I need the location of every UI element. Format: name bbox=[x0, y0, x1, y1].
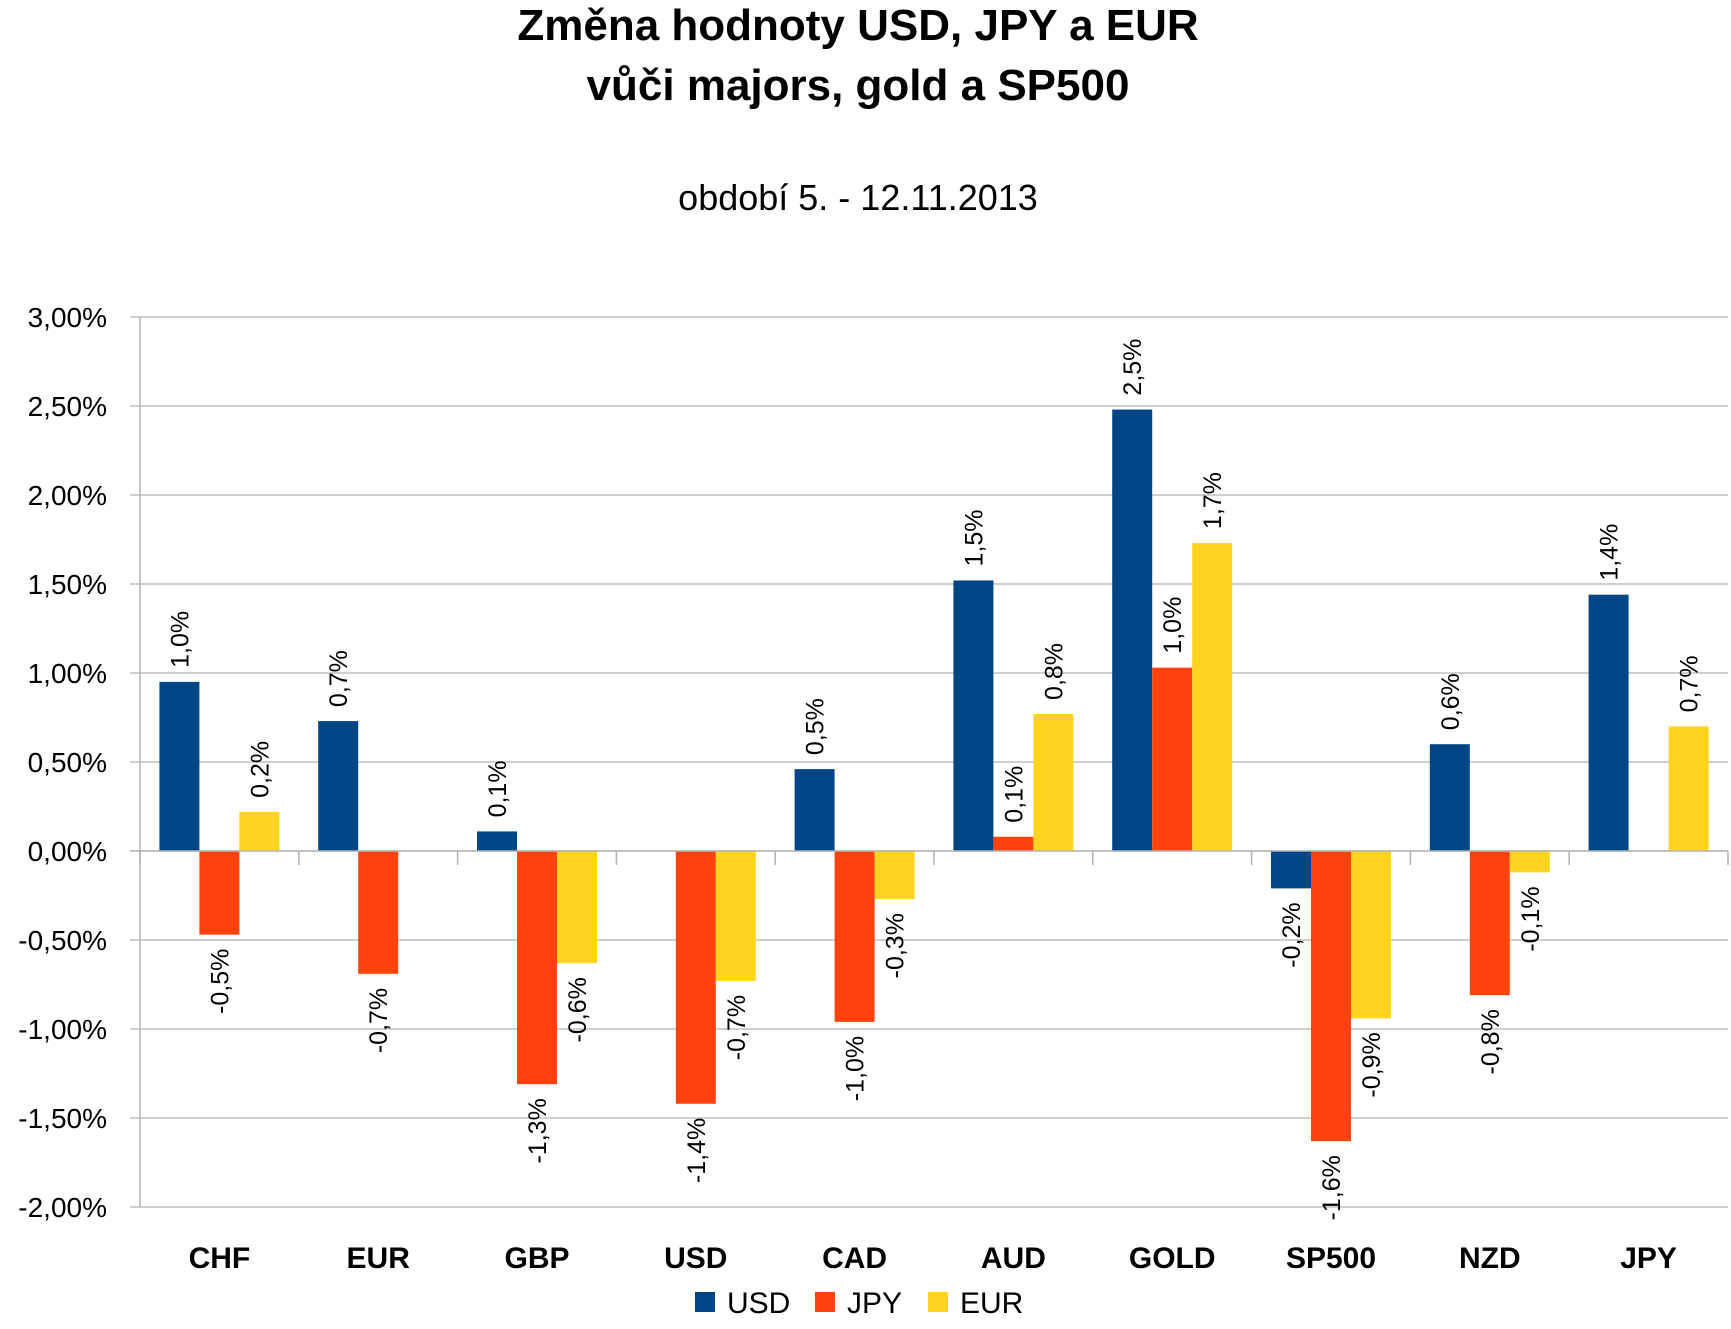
legend-label-jpy: JPY bbox=[847, 1287, 902, 1320]
data-label-aud-jpy: 0,1% bbox=[1000, 766, 1028, 823]
bar-eur-jpy bbox=[358, 851, 399, 974]
bar-aud-jpy bbox=[993, 836, 1034, 851]
data-label-jpy-eur: 0,7% bbox=[1676, 655, 1704, 712]
data-label-gold-usd: 2,5% bbox=[1119, 339, 1147, 396]
y-tick-label: -0,50% bbox=[18, 925, 107, 956]
chart-subtitle: období 5. - 12.11.2013 bbox=[678, 177, 1038, 218]
y-tick-label: 0,50% bbox=[28, 747, 107, 778]
x-tick-label-sp500: SP500 bbox=[1286, 1242, 1376, 1275]
data-label-sp500-jpy: -1,6% bbox=[1318, 1155, 1346, 1220]
bar-nzd-eur bbox=[1509, 851, 1550, 873]
bar-gold-eur bbox=[1192, 543, 1233, 851]
data-label-sp500-usd: -0,2% bbox=[1278, 902, 1306, 967]
y-tick-label: -2,00% bbox=[18, 1192, 107, 1223]
data-label-chf-eur: 0,2% bbox=[246, 741, 274, 798]
chart-title-line-2: vůči majors, gold a SP500 bbox=[587, 61, 1130, 110]
bar-eur-usd bbox=[318, 721, 359, 851]
bar-gold-usd bbox=[1112, 409, 1153, 851]
y-tick-label: -1,00% bbox=[18, 1014, 107, 1045]
x-axis: CHF EUR GBP USD CAD AUD GOLD SP500 NZD JPY bbox=[130, 850, 1729, 1275]
bar-gbp-jpy bbox=[517, 851, 557, 1085]
x-tick-label-usd: USD bbox=[664, 1242, 727, 1275]
bars-layer bbox=[159, 409, 1709, 1142]
bar-usd-eur bbox=[715, 851, 756, 981]
bar-jpy-usd bbox=[1588, 594, 1629, 851]
x-tick-label-aud: AUD bbox=[981, 1242, 1046, 1275]
data-label-chf-usd: 1,0% bbox=[166, 611, 194, 668]
data-label-gbp-usd: 0,1% bbox=[484, 760, 512, 817]
data-label-chf-jpy: -0,5% bbox=[206, 949, 234, 1014]
bar-gold-jpy bbox=[1152, 667, 1193, 851]
data-label-usd-jpy: -1,4% bbox=[683, 1118, 711, 1183]
x-tick-label-eur: EUR bbox=[347, 1242, 411, 1275]
x-tick-label-gbp: GBP bbox=[504, 1242, 569, 1275]
data-labels-layer: 1,0% -0,5% 0,2% 0,7% -0,7% 0,1% -1,3% -0,6% -1,4… bbox=[166, 339, 1703, 1221]
x-tick-label-jpy: JPY bbox=[1620, 1242, 1677, 1275]
data-label-nzd-usd: 0,6% bbox=[1437, 673, 1465, 730]
x-tick-label-cad: CAD bbox=[822, 1242, 887, 1275]
x-tick-label-nzd: NZD bbox=[1459, 1242, 1521, 1275]
chart-title-line-1: Změna hodnoty USD, JPY a EUR bbox=[517, 1, 1198, 50]
data-label-gold-eur: 1,7% bbox=[1199, 472, 1227, 529]
data-label-gbp-jpy: -1,3% bbox=[524, 1098, 552, 1163]
legend-swatch-usd bbox=[695, 1292, 715, 1312]
data-label-sp500-eur: -0,9% bbox=[1358, 1032, 1386, 1097]
data-label-cad-usd: 0,5% bbox=[802, 698, 830, 755]
data-label-cad-jpy: -1,0% bbox=[842, 1036, 870, 1101]
bar-cad-jpy bbox=[834, 851, 875, 1022]
y-tick-label: 0,00% bbox=[28, 836, 107, 867]
data-label-jpy-usd: 1,4% bbox=[1596, 524, 1624, 581]
bar-sp500-eur bbox=[1351, 851, 1391, 1019]
bar-cad-eur bbox=[874, 851, 915, 900]
y-tick-label: 1,00% bbox=[28, 658, 107, 689]
y-tick-label: 1,50% bbox=[28, 569, 107, 600]
bar-usd-jpy bbox=[675, 851, 716, 1104]
data-label-usd-eur: -0,7% bbox=[723, 995, 751, 1060]
data-label-nzd-eur: -0,1% bbox=[1517, 886, 1545, 951]
data-label-aud-usd: 1,5% bbox=[960, 509, 988, 566]
data-label-gold-jpy: 1,0% bbox=[1159, 597, 1187, 654]
bar-jpy-eur bbox=[1668, 726, 1709, 851]
y-tick-label: -1,50% bbox=[18, 1103, 107, 1134]
legend: USD JPY EUR bbox=[695, 1287, 1023, 1320]
bar-cad-usd bbox=[794, 769, 835, 851]
legend-label-usd: USD bbox=[727, 1287, 790, 1320]
data-label-cad-eur: -0,3% bbox=[882, 913, 910, 978]
bar-chf-jpy bbox=[199, 851, 240, 935]
bar-nzd-usd bbox=[1429, 744, 1470, 851]
bar-gbp-eur bbox=[557, 851, 597, 964]
data-label-nzd-jpy: -0,8% bbox=[1477, 1009, 1505, 1074]
legend-swatch-eur bbox=[928, 1292, 948, 1312]
bar-chf-usd bbox=[159, 681, 200, 851]
x-tick-label-chf: CHF bbox=[189, 1242, 251, 1275]
grid-layer: 3,00% 2,50% 2,00% 1,50% 1,00% 0,50% 0,00% -0,50… bbox=[18, 302, 1728, 1223]
data-label-eur-jpy: -0,7% bbox=[365, 988, 393, 1053]
data-label-aud-eur: 0,8% bbox=[1040, 643, 1068, 700]
legend-swatch-jpy bbox=[815, 1292, 835, 1312]
bar-nzd-jpy bbox=[1469, 851, 1510, 996]
bar-sp500-jpy bbox=[1311, 851, 1351, 1142]
data-label-eur-usd: 0,7% bbox=[325, 650, 353, 707]
y-tick-label: 2,00% bbox=[28, 480, 107, 511]
bar-sp500-usd bbox=[1271, 851, 1311, 889]
bar-aud-eur bbox=[1033, 713, 1074, 851]
legend-label-eur: EUR bbox=[960, 1287, 1023, 1320]
x-tick-label-gold: GOLD bbox=[1129, 1242, 1216, 1275]
y-tick-label: 3,00% bbox=[28, 302, 107, 333]
bar-aud-usd bbox=[953, 580, 994, 851]
data-label-gbp-eur: -0,6% bbox=[564, 977, 592, 1042]
bar-gbp-usd bbox=[477, 831, 517, 851]
y-tick-label: 2,50% bbox=[28, 391, 107, 422]
bar-chf-eur bbox=[239, 811, 280, 851]
